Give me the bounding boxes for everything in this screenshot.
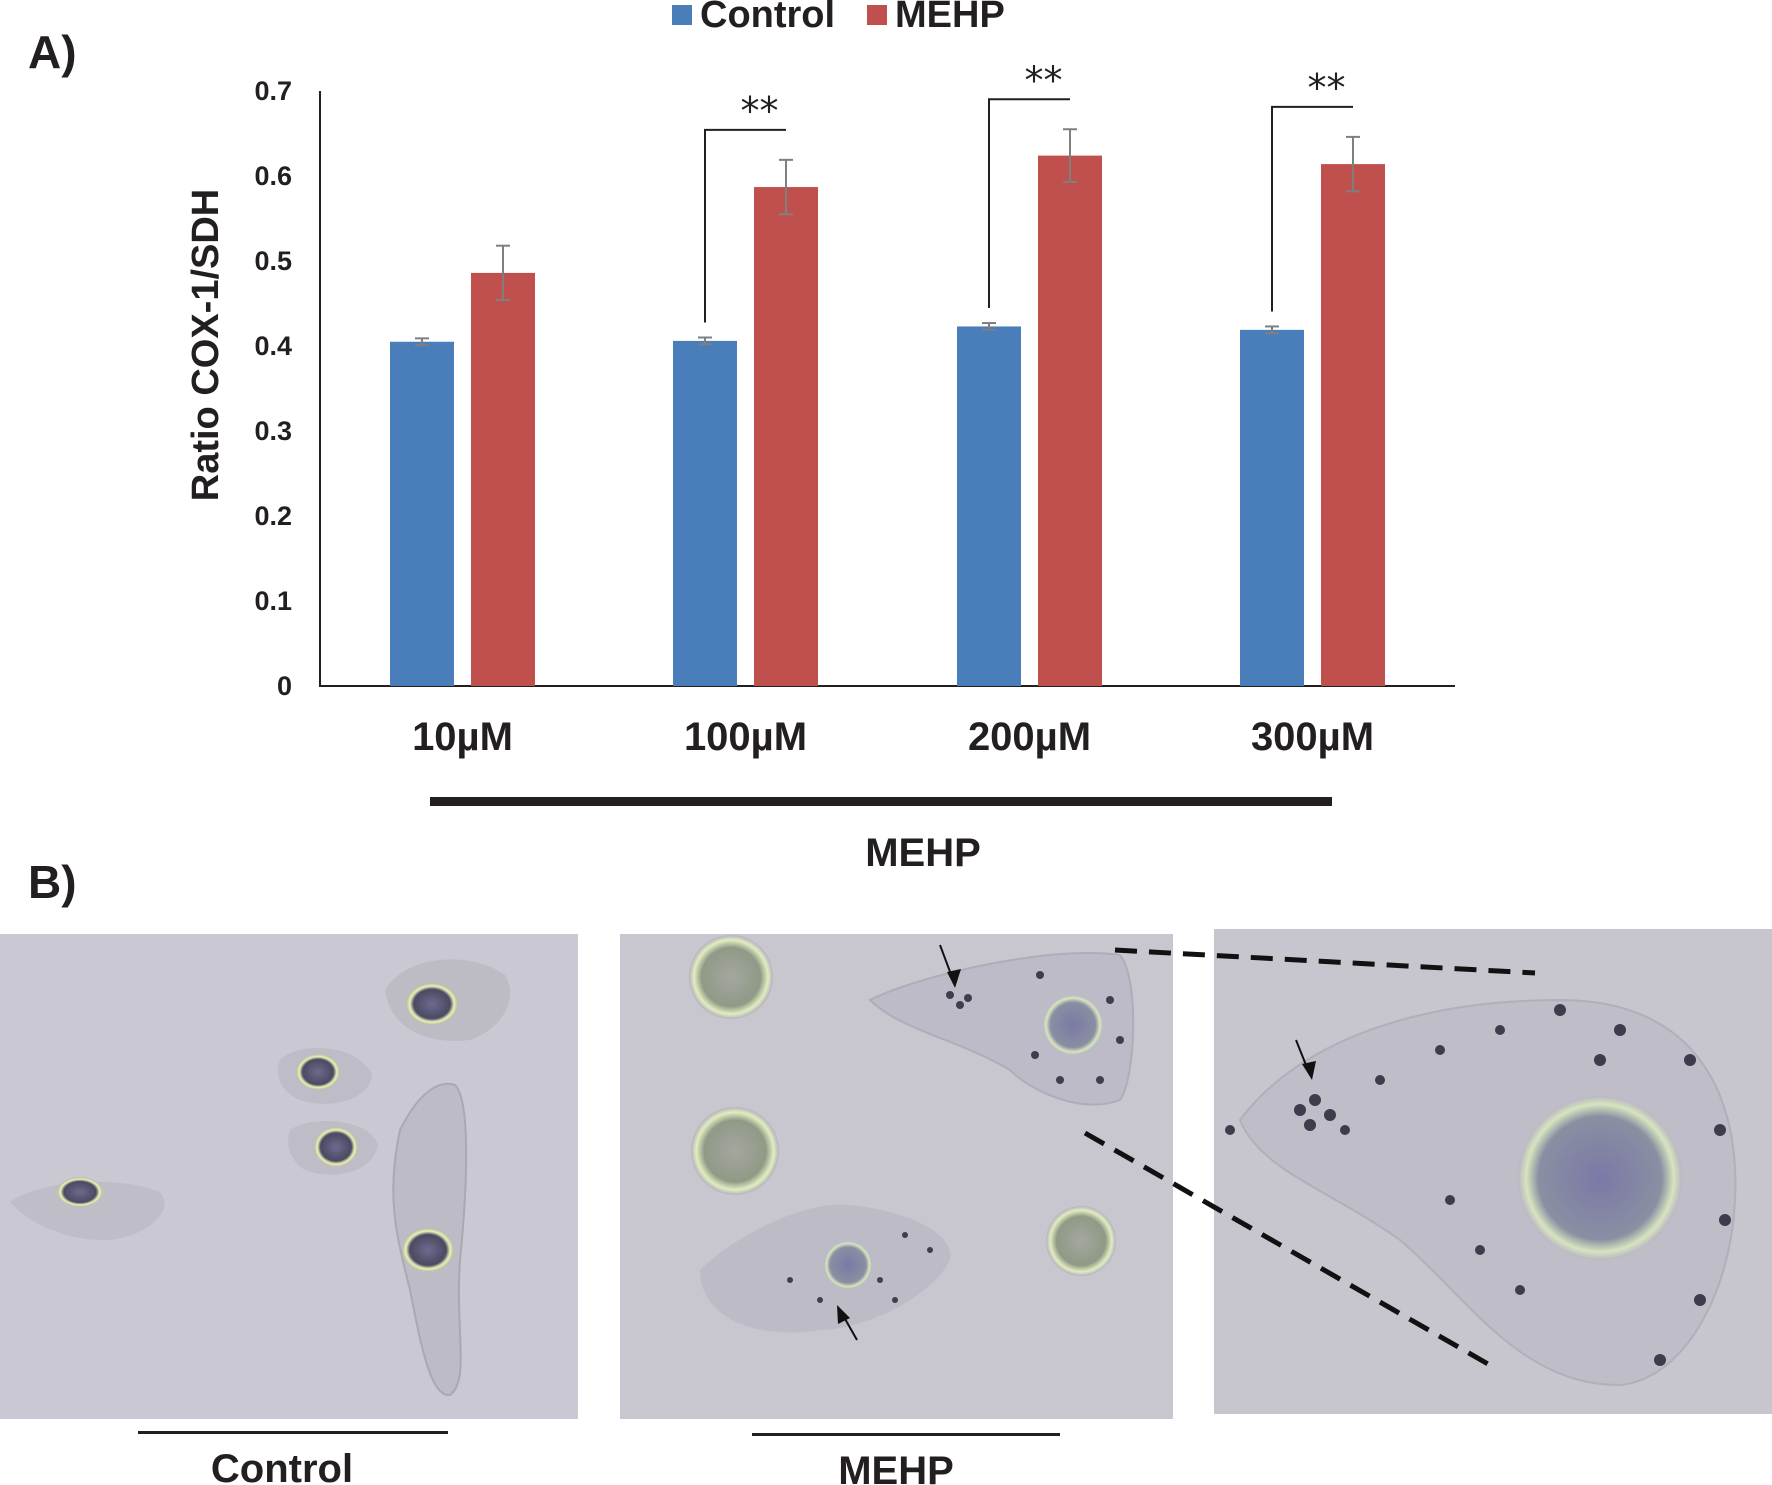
micrograph-mehp [620,934,1173,1419]
x-category-label: 10µM [412,715,513,759]
round-cell-icon [1046,1206,1116,1276]
legend-label-mehp: MEHP [895,0,1005,36]
legend-swatch-mehp [867,5,887,25]
error-bar-control-3 [982,322,996,331]
caption-underline-control [138,1431,448,1434]
bar-marks [390,155,1385,687]
y-tick-label: 0.3 [254,416,292,446]
cell-nucleus-icon [314,1127,358,1167]
significance-label: ** [741,89,779,133]
legend-swatch-control [672,5,692,25]
error-bar-mehp-4 [1346,135,1360,193]
significance-brackets: ** ** ** [704,58,1353,323]
caption-mehp: MEHP [838,1449,954,1485]
micrograph-control [0,934,578,1419]
caption-control: Control [211,1447,353,1485]
caption-underline-mehp [752,1433,1060,1436]
round-cell-icon [691,1107,779,1195]
x-category-labels: 10µM 100µM 200µM 300µM [412,715,1374,759]
x-category-label: 300µM [1251,715,1374,759]
error-bar-mehp-3 [1063,128,1077,183]
y-tick-label: 0.6 [254,161,292,191]
panel-a-label: A) [28,26,77,78]
bar-mehp-4 [1321,164,1385,687]
arrow-icon [1302,1061,1316,1080]
zoom-connector-line [1083,1130,1490,1367]
cell-nucleus-icon [57,1177,103,1207]
arrow-icon [837,1305,850,1324]
nucleus-icon [1518,1096,1682,1260]
y-tick-label: 0.7 [254,76,292,106]
chart-legend: Control MEHP [672,0,1005,36]
bar-control-3 [957,326,1021,686]
bar-mehp-3 [1038,155,1102,687]
y-tick-label: 0.2 [254,501,292,531]
y-tick-label: 0 [277,671,292,701]
y-axis-label: Ratio COX-1/SDH [185,189,227,501]
error-bar-control-1 [415,337,429,347]
significance-bracket: ** [988,58,1070,309]
cell-nucleus-icon [402,1228,454,1272]
zoom-connector-line [1114,947,1536,976]
arrow-icon [947,969,961,988]
cell-nucleus-icon [296,1054,340,1090]
treatment-group-label: MEHP [865,831,981,875]
significance-bracket: ** [704,89,786,323]
bar-control-4 [1240,329,1304,686]
bar-mehp-2 [754,187,818,687]
error-bar-control-2 [698,336,712,346]
bar-mehp-1 [471,272,535,686]
y-tick-label: 0.1 [254,586,292,616]
bar-control-2 [673,340,737,686]
y-tick-labels: 0 0.1 0.2 0.3 0.4 0.5 0.6 0.7 [254,76,292,701]
legend-label-control: Control [700,0,835,36]
micrograph-zoom-inset [1214,929,1772,1414]
significance-label: ** [1308,66,1346,110]
y-tick-label: 0.4 [254,331,292,361]
significance-bracket: ** [1271,66,1353,312]
x-category-label: 200µM [968,715,1091,759]
error-bar-mehp-1 [496,244,510,302]
x-category-label: 100µM [684,715,807,759]
panel-b-label: B) [28,856,77,908]
error-bar-mehp-2 [779,158,793,216]
significance-label: ** [1025,58,1063,102]
y-tick-label: 0.5 [254,246,292,276]
error-bars [415,128,1360,347]
cell-nucleus-icon [406,983,458,1025]
round-cell-icon [689,935,773,1019]
error-bar-control-4 [1265,325,1279,335]
bar-control-1 [390,341,454,686]
treatment-group-bar [430,797,1332,806]
